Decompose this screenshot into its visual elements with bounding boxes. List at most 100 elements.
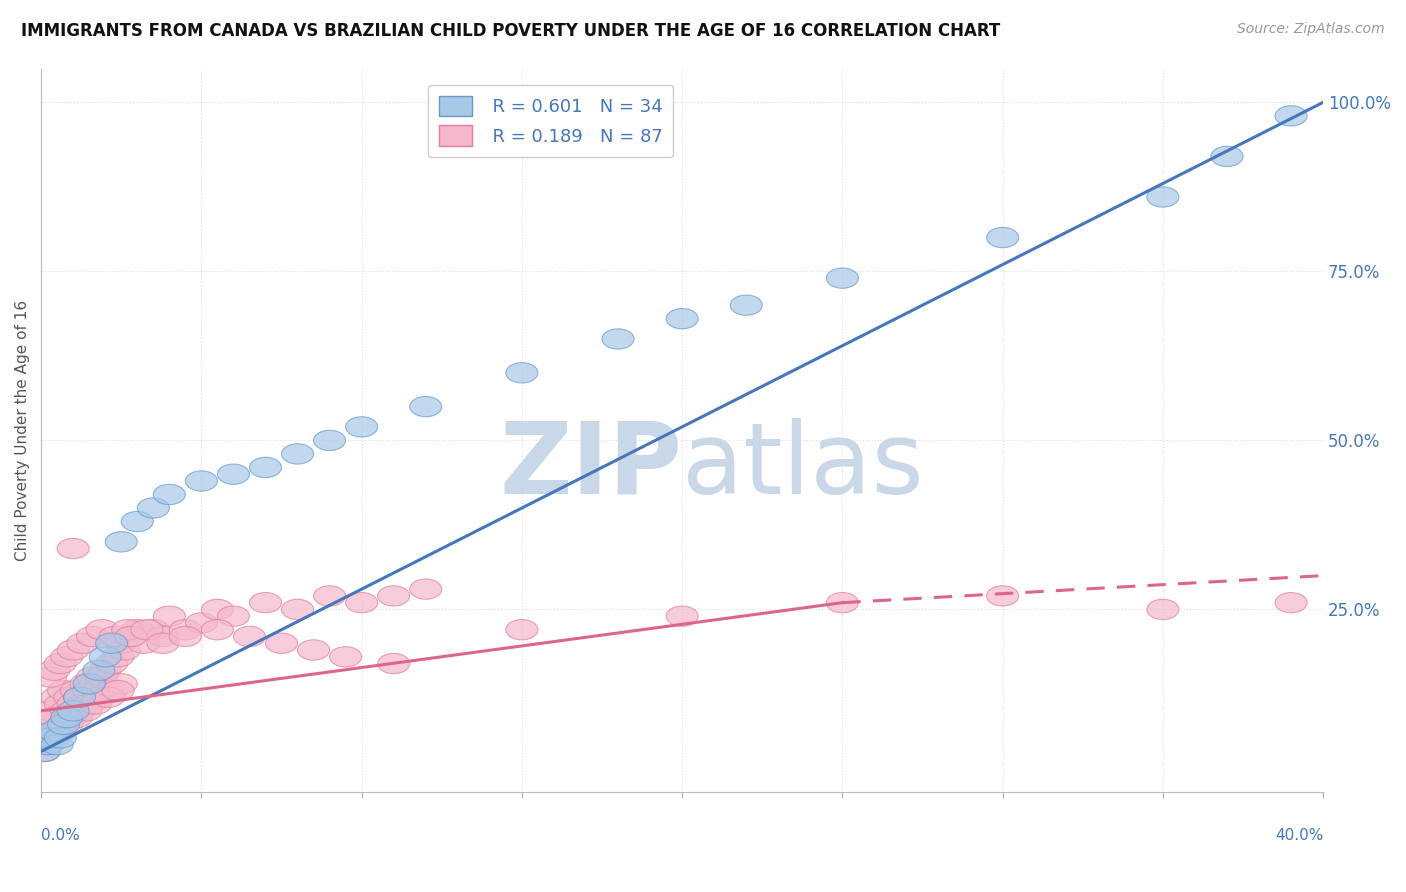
Ellipse shape <box>409 396 441 417</box>
Ellipse shape <box>89 647 121 667</box>
Ellipse shape <box>35 728 66 748</box>
Ellipse shape <box>63 701 96 721</box>
Ellipse shape <box>53 707 86 728</box>
Ellipse shape <box>378 653 409 673</box>
Ellipse shape <box>28 728 60 748</box>
Ellipse shape <box>281 444 314 464</box>
Ellipse shape <box>86 667 118 687</box>
Ellipse shape <box>96 653 128 673</box>
Ellipse shape <box>35 667 66 687</box>
Ellipse shape <box>76 626 108 647</box>
Ellipse shape <box>138 620 169 640</box>
Ellipse shape <box>28 741 60 762</box>
Text: 40.0%: 40.0% <box>1275 828 1323 843</box>
Ellipse shape <box>51 701 83 721</box>
Ellipse shape <box>83 681 115 701</box>
Ellipse shape <box>70 701 103 721</box>
Ellipse shape <box>31 734 63 755</box>
Ellipse shape <box>602 329 634 349</box>
Ellipse shape <box>169 626 201 647</box>
Ellipse shape <box>66 694 98 714</box>
Ellipse shape <box>987 227 1019 248</box>
Ellipse shape <box>169 620 201 640</box>
Ellipse shape <box>298 640 329 660</box>
Text: Source: ZipAtlas.com: Source: ZipAtlas.com <box>1237 22 1385 37</box>
Ellipse shape <box>38 728 70 748</box>
Y-axis label: Child Poverty Under the Age of 16: Child Poverty Under the Age of 16 <box>15 300 30 561</box>
Ellipse shape <box>153 484 186 505</box>
Ellipse shape <box>35 701 66 721</box>
Ellipse shape <box>730 295 762 315</box>
Ellipse shape <box>58 640 89 660</box>
Ellipse shape <box>53 687 86 707</box>
Ellipse shape <box>86 620 118 640</box>
Ellipse shape <box>45 653 76 673</box>
Ellipse shape <box>60 707 93 728</box>
Ellipse shape <box>378 586 409 606</box>
Ellipse shape <box>128 633 160 653</box>
Text: IMMIGRANTS FROM CANADA VS BRAZILIAN CHILD POVERTY UNDER THE AGE OF 16 CORRELATIO: IMMIGRANTS FROM CANADA VS BRAZILIAN CHIL… <box>21 22 1000 40</box>
Ellipse shape <box>111 620 143 640</box>
Ellipse shape <box>987 586 1019 606</box>
Ellipse shape <box>48 681 80 701</box>
Ellipse shape <box>70 673 103 694</box>
Ellipse shape <box>38 660 70 681</box>
Ellipse shape <box>506 620 538 640</box>
Ellipse shape <box>146 633 179 653</box>
Ellipse shape <box>80 673 111 694</box>
Text: ZIP: ZIP <box>499 418 682 515</box>
Ellipse shape <box>73 673 105 694</box>
Ellipse shape <box>89 660 121 681</box>
Ellipse shape <box>1211 146 1243 167</box>
Legend:   R = 0.601   N = 34,   R = 0.189   N = 87: R = 0.601 N = 34, R = 0.189 N = 87 <box>429 85 673 157</box>
Ellipse shape <box>186 613 218 633</box>
Ellipse shape <box>48 714 80 734</box>
Ellipse shape <box>666 309 699 329</box>
Ellipse shape <box>66 633 98 653</box>
Ellipse shape <box>314 586 346 606</box>
Ellipse shape <box>233 626 266 647</box>
Ellipse shape <box>98 626 131 647</box>
Ellipse shape <box>41 721 73 741</box>
Ellipse shape <box>827 268 859 288</box>
Ellipse shape <box>41 687 73 707</box>
Ellipse shape <box>103 681 134 701</box>
Ellipse shape <box>249 592 281 613</box>
Ellipse shape <box>73 681 105 701</box>
Ellipse shape <box>146 626 179 647</box>
Ellipse shape <box>329 647 361 667</box>
Ellipse shape <box>38 721 70 741</box>
Ellipse shape <box>93 687 125 707</box>
Ellipse shape <box>105 633 138 653</box>
Ellipse shape <box>73 694 105 714</box>
Ellipse shape <box>314 430 346 450</box>
Ellipse shape <box>218 606 249 626</box>
Ellipse shape <box>201 599 233 620</box>
Ellipse shape <box>31 714 63 734</box>
Ellipse shape <box>1275 592 1308 613</box>
Ellipse shape <box>105 673 138 694</box>
Ellipse shape <box>63 687 96 707</box>
Ellipse shape <box>105 532 138 552</box>
Ellipse shape <box>121 511 153 532</box>
Ellipse shape <box>827 592 859 613</box>
Ellipse shape <box>108 640 141 660</box>
Ellipse shape <box>96 633 128 653</box>
Ellipse shape <box>51 647 83 667</box>
Ellipse shape <box>41 734 73 755</box>
Ellipse shape <box>45 694 76 714</box>
Ellipse shape <box>1147 599 1178 620</box>
Ellipse shape <box>58 539 89 558</box>
Text: atlas: atlas <box>682 418 924 515</box>
Ellipse shape <box>121 620 153 640</box>
Text: 0.0%: 0.0% <box>41 828 80 843</box>
Ellipse shape <box>63 687 96 707</box>
Ellipse shape <box>666 606 699 626</box>
Ellipse shape <box>60 681 93 701</box>
Ellipse shape <box>103 647 134 667</box>
Ellipse shape <box>35 728 66 748</box>
Ellipse shape <box>58 694 89 714</box>
Ellipse shape <box>1275 106 1308 126</box>
Ellipse shape <box>38 707 70 728</box>
Ellipse shape <box>31 734 63 755</box>
